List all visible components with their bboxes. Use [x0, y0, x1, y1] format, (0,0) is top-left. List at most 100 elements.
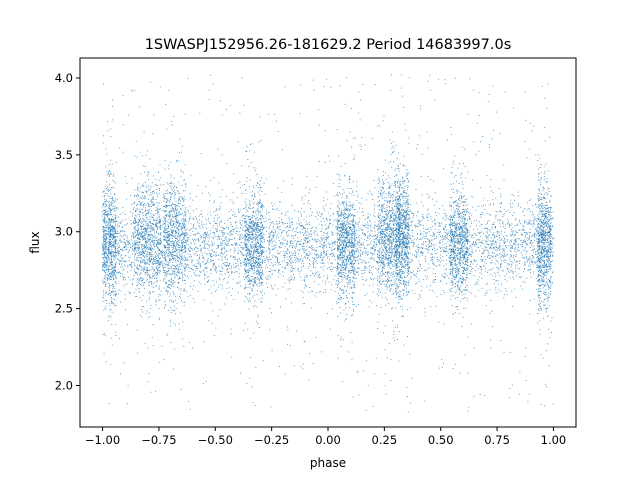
data-point [136, 224, 138, 226]
data-point [525, 240, 526, 242]
data-point [310, 227, 312, 229]
data-point [322, 280, 324, 282]
data-point [219, 238, 221, 240]
data-point [125, 175, 127, 177]
data-point [350, 263, 352, 264]
data-point [442, 256, 444, 258]
data-point [239, 239, 241, 241]
data-point [278, 217, 280, 219]
data-point [216, 223, 218, 225]
data-point [127, 251, 129, 253]
data-point [359, 217, 361, 219]
data-point [272, 236, 274, 238]
data-point [374, 249, 376, 251]
data-point [265, 217, 267, 219]
data-point [290, 278, 292, 280]
data-point [506, 235, 508, 237]
data-point [459, 270, 460, 272]
data-point [201, 257, 203, 259]
data-point [477, 246, 479, 248]
data-point [532, 224, 534, 226]
data-point [254, 271, 256, 273]
data-point [362, 283, 364, 285]
data-point [332, 242, 334, 244]
data-point [118, 240, 120, 242]
data-point [360, 249, 361, 251]
data-point [146, 243, 148, 245]
data-point [355, 256, 357, 258]
data-point [210, 233, 212, 235]
data-point [132, 283, 134, 285]
data-point [224, 232, 226, 234]
data-point [439, 225, 441, 227]
data-point [416, 254, 418, 256]
data-point [470, 254, 472, 256]
data-point [203, 258, 205, 260]
data-point [343, 265, 345, 267]
data-point [379, 260, 381, 262]
data-point [392, 212, 393, 214]
data-point [443, 291, 445, 293]
data-point [339, 244, 341, 246]
data-point [226, 251, 228, 252]
data-point [277, 252, 279, 254]
data-point [148, 253, 150, 255]
data-point [172, 261, 174, 263]
data-point [323, 245, 325, 247]
data-point [152, 241, 154, 243]
data-point [504, 238, 506, 240]
data-point [327, 238, 329, 239]
data-point [188, 250, 190, 252]
data-point [389, 239, 391, 241]
data-point [404, 244, 406, 246]
data-point [327, 275, 329, 277]
data-point [335, 226, 337, 228]
data-point [442, 236, 444, 238]
data-point [393, 259, 395, 260]
data-point [493, 236, 495, 238]
data-point [443, 213, 445, 215]
data-point [174, 271, 176, 273]
data-point [117, 224, 119, 226]
data-point [433, 246, 435, 248]
data-point [453, 202, 455, 204]
data-point [536, 218, 538, 219]
data-point [242, 192, 244, 194]
data-point [249, 299, 251, 301]
data-point [494, 235, 496, 237]
data-point [181, 234, 183, 236]
data-point [191, 260, 193, 262]
data-point [352, 276, 354, 278]
data-point [352, 301, 354, 303]
data-point [274, 230, 276, 232]
data-point [302, 226, 304, 227]
data-point [106, 269, 108, 271]
data-point [538, 205, 540, 207]
data-point [285, 267, 287, 269]
data-point [212, 260, 214, 261]
data-point [510, 229, 512, 231]
data-point [449, 241, 451, 243]
data-point [527, 243, 529, 245]
data-point [418, 267, 420, 269]
data-point [438, 246, 440, 248]
data-point [483, 265, 485, 267]
data-point [245, 245, 247, 247]
data-point [146, 255, 148, 257]
data-point [231, 244, 233, 246]
data-point [483, 197, 485, 199]
data-point [215, 255, 217, 257]
data-point [446, 274, 448, 276]
data-point [470, 261, 472, 263]
data-point [329, 244, 331, 246]
data-point [431, 253, 433, 255]
data-point [516, 264, 518, 266]
data-point [429, 289, 430, 291]
data-point [313, 264, 315, 265]
data-point [182, 258, 184, 260]
data-point [306, 237, 308, 239]
data-point [115, 207, 117, 209]
data-point [388, 266, 390, 268]
data-point [302, 258, 304, 260]
data-point [469, 265, 471, 267]
